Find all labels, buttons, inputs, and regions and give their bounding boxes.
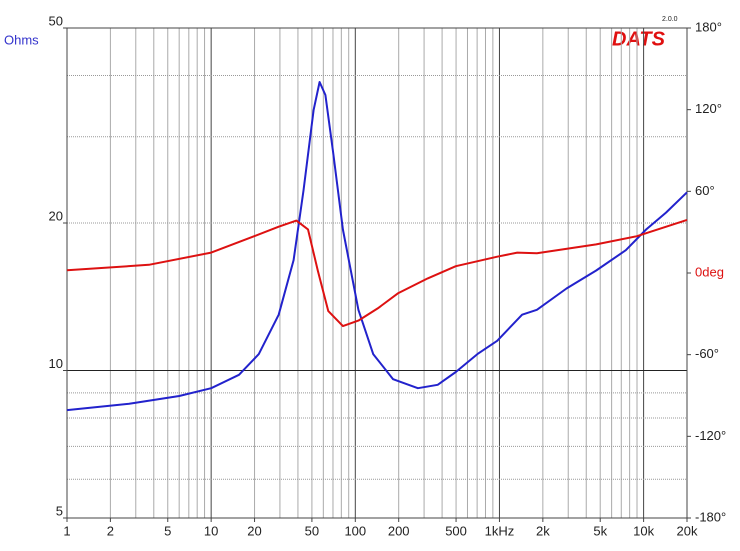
x-tick-label: 2 <box>107 523 114 538</box>
plot-border <box>66 27 688 519</box>
x-tick-label: 2k <box>536 523 550 538</box>
y-tick-label: 10 <box>49 356 63 371</box>
x-tick-label: 5 <box>164 523 171 538</box>
y2-tick-label: -120° <box>695 428 726 443</box>
y-tick-label: 5 <box>56 503 63 518</box>
x-tick-label: 5k <box>593 523 607 538</box>
y2-tick-label: 60° <box>695 183 715 198</box>
y2-tick-label: 120° <box>695 101 722 116</box>
x-tick-label: 20k <box>677 523 698 538</box>
x-tick-label: 200 <box>388 523 410 538</box>
y2-tick-label: 180° <box>695 19 722 34</box>
y2-tick-label: 0deg <box>695 264 724 279</box>
x-tick-label: 50 <box>305 523 319 538</box>
y2-tick-label: -60° <box>695 346 719 361</box>
y-axis-label: Ohms <box>4 32 39 47</box>
x-tick-label: 100 <box>344 523 366 538</box>
x-tick-label: 10k <box>633 523 654 538</box>
y2-tick-label: -180° <box>695 509 726 524</box>
x-tick-label: 1kHz <box>485 523 515 538</box>
x-tick-label: 500 <box>445 523 467 538</box>
logo: DATS <box>612 28 666 50</box>
y-tick-label: 20 <box>49 208 63 223</box>
x-tick-label: 10 <box>204 523 218 538</box>
series-line <box>66 218 688 328</box>
y-tick-label: 50 <box>49 13 63 28</box>
version: 2.0.0 <box>662 16 678 23</box>
x-tick-label: 1 <box>63 523 70 538</box>
x-tick-label: 20 <box>247 523 261 538</box>
series-line <box>66 81 688 412</box>
